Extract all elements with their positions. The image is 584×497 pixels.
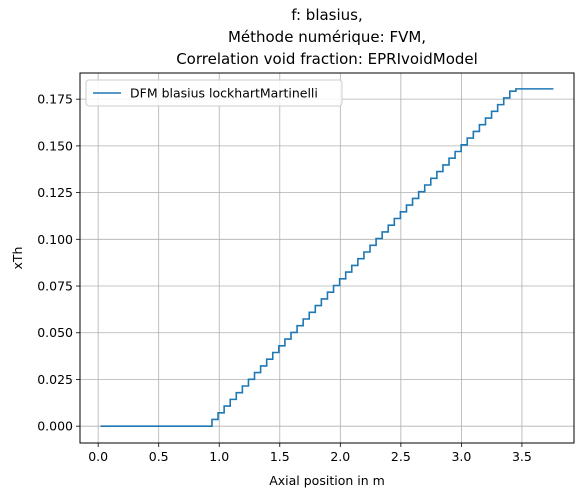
legend: DFM blasius lockhartMartinelli <box>86 80 342 106</box>
x-tick-label: 2.5 <box>391 449 411 464</box>
y-tick-label: 0.075 <box>37 279 73 294</box>
x-axis: 0.0 0.5 1.0 1.5 2.0 2.5 3.0 3.5 <box>88 443 532 464</box>
x-tick-label: 2.0 <box>330 449 350 464</box>
x-tick-label: 3.5 <box>512 449 532 464</box>
chart-title-line-2: Méthode numérique: FVM, <box>228 28 426 46</box>
y-tick-label: 0.025 <box>37 372 73 387</box>
y-tick-label: 0.125 <box>37 185 73 200</box>
x-tick-label: 0.5 <box>149 449 169 464</box>
y-tick-label: 0.050 <box>37 325 73 340</box>
chart-title-line-3: Correlation void fraction: EPRIvoidModel <box>176 50 478 68</box>
x-tick-label: 1.0 <box>209 449 229 464</box>
plot-frame <box>80 73 574 443</box>
series-layer <box>101 89 554 426</box>
y-axis-label: xTh <box>10 247 25 270</box>
y-tick-label: 0.175 <box>37 92 73 107</box>
y-axis: 0.000 0.025 0.050 0.075 0.100 0.125 0.150 0.175 <box>37 92 80 434</box>
y-tick-label: 0.100 <box>37 232 73 247</box>
y-tick-label: 0.150 <box>37 138 73 153</box>
x-tick-label: 3.0 <box>451 449 471 464</box>
x-tick-label: 0.0 <box>88 449 108 464</box>
grid <box>80 73 574 443</box>
legend-label: DFM blasius lockhartMartinelli <box>130 86 318 101</box>
y-tick-label: 0.000 <box>37 419 73 434</box>
series-line <box>101 89 554 426</box>
chart-title: f: blasius, Méthode numérique: FVM, Corr… <box>176 6 478 68</box>
chart-title-line-1: f: blasius, <box>291 6 363 24</box>
x-axis-label: Axial position in m <box>269 473 385 488</box>
x-tick-label: 1.5 <box>270 449 290 464</box>
